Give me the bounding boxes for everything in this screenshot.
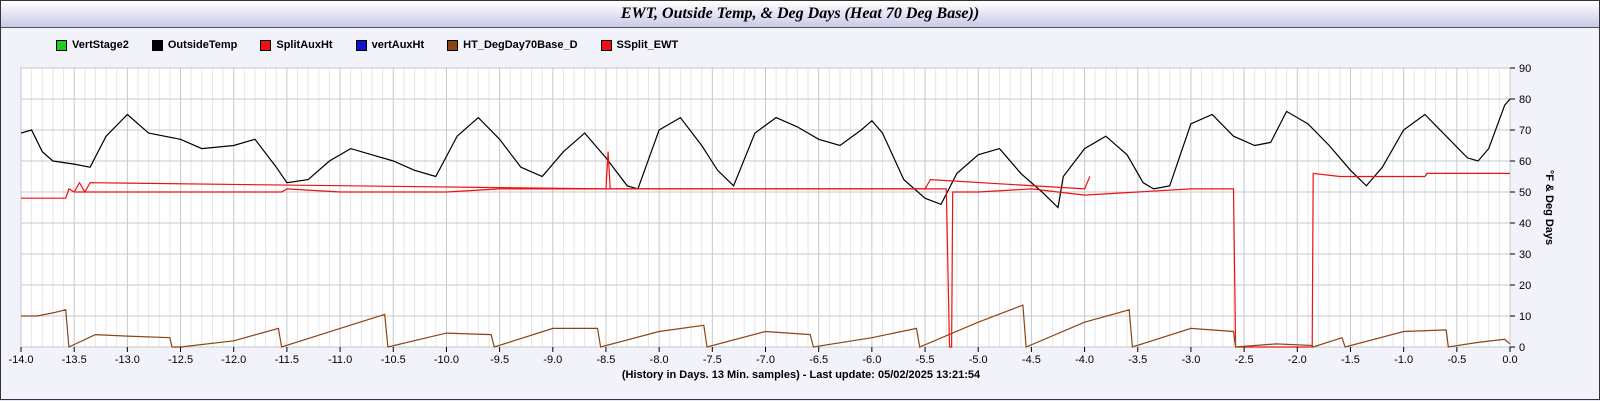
legend-item-splitauxht: SplitAuxHt (260, 38, 333, 52)
x-tick-label: -8.0 (650, 354, 669, 366)
x-tick-label: -1.5 (1341, 354, 1360, 366)
legend-label: vertAuxHt (371, 39, 425, 51)
x-tick-label: -6.5 (809, 354, 828, 366)
legend-swatch (600, 39, 612, 51)
y-tick-label: 30 (1519, 249, 1531, 261)
x-tick-label: -9.0 (543, 354, 562, 366)
legend-item-ssplit-ewt: SSplit_EWT (600, 38, 679, 52)
x-tick-label: -5.5 (916, 354, 935, 366)
x-tick-label: -2.0 (1288, 354, 1307, 366)
legend-label: HT_DegDay70Base_D (463, 39, 578, 51)
x-tick-label: -4.0 (1075, 354, 1094, 366)
x-tick-label: -0.5 (1447, 354, 1466, 366)
legend-label: VertStage2 (72, 39, 129, 51)
x-tick-label: -3.5 (1128, 354, 1147, 366)
x-tick-label: -13.0 (115, 354, 140, 366)
x-tick-label: -12.5 (168, 354, 193, 366)
x-tick-label: -13.5 (62, 354, 87, 366)
y-tick-label: 0 (1519, 342, 1525, 354)
y-axis-label: °F & Deg Days (1543, 170, 1555, 245)
x-tick-label: -12.0 (221, 354, 246, 366)
x-tick-label: -2.5 (1235, 354, 1254, 366)
grid (20, 67, 1511, 348)
series-line-splitauxht (73, 151, 1091, 194)
legend-swatch (355, 39, 367, 51)
x-tick-label: -7.0 (756, 354, 775, 366)
x-tick-label: -5.0 (969, 354, 988, 366)
legend-swatch (260, 39, 272, 51)
y-tick-label: 70 (1519, 125, 1531, 137)
series-line-outsidetemp (20, 98, 1511, 209)
legend-swatch (56, 39, 67, 51)
x-tick-label: -8.5 (596, 354, 615, 366)
legend-swatch (447, 39, 459, 51)
legend-item-outsidetemp: OutsideTemp (151, 38, 238, 52)
x-tick-label: -11.0 (328, 354, 352, 366)
x-tick-label: -11.5 (275, 354, 299, 366)
y-tick-label: 60 (1519, 156, 1531, 168)
legend-label: SSplit_EWT (616, 39, 679, 51)
y-tick-label: 80 (1519, 94, 1531, 106)
y-tick-label: 40 (1519, 218, 1531, 230)
series-group (20, 98, 1511, 348)
legend: VertStage2 OutsideTemp SplitAuxHt vertAuxHt… (56, 38, 701, 52)
x-tick-label: -10.5 (381, 354, 406, 366)
y-tick-label: 20 (1519, 280, 1531, 292)
x-axis-label: (History in Days. 13 Min. samples) - Las… (621, 369, 981, 381)
x-tick-label: -7.5 (703, 354, 722, 366)
x-tick-label: -4.5 (1022, 354, 1041, 366)
x-tick-label: -6.0 (862, 354, 881, 366)
legend-item-vertstage2: VertStage2 (56, 38, 129, 52)
legend-label: SplitAuxHt (276, 39, 333, 51)
x-tick-label: -9.5 (490, 354, 509, 366)
legend-item-ht-degday70base-d: HT_DegDay70Base_D (447, 38, 578, 52)
legend-label: OutsideTemp (167, 39, 238, 51)
legend-item-vertauxht: vertAuxHt (355, 38, 425, 52)
x-tick-label: -10.0 (434, 354, 459, 366)
legend-swatch (151, 39, 163, 51)
axes: -14.0 -13.5 -13.0 -12.5 -12.0 -11.5 -11.0 -10.5… (8, 63, 1555, 366)
chart-title: EWT, Outside Temp, & Deg Days (Heat 70 D… (1, 1, 1599, 28)
x-tick-label: -3.0 (1181, 354, 1200, 366)
x-tick-label: 0.0 (1502, 354, 1517, 366)
x-tick-label: -14.0 (8, 354, 33, 366)
series-line-ht-degday70base-d (21, 304, 1511, 348)
y-tick-label: 50 (1519, 187, 1531, 199)
y-tick-label: 90 (1519, 63, 1531, 75)
x-tick-label: -1.0 (1394, 354, 1413, 366)
y-tick-label: 10 (1519, 311, 1531, 323)
